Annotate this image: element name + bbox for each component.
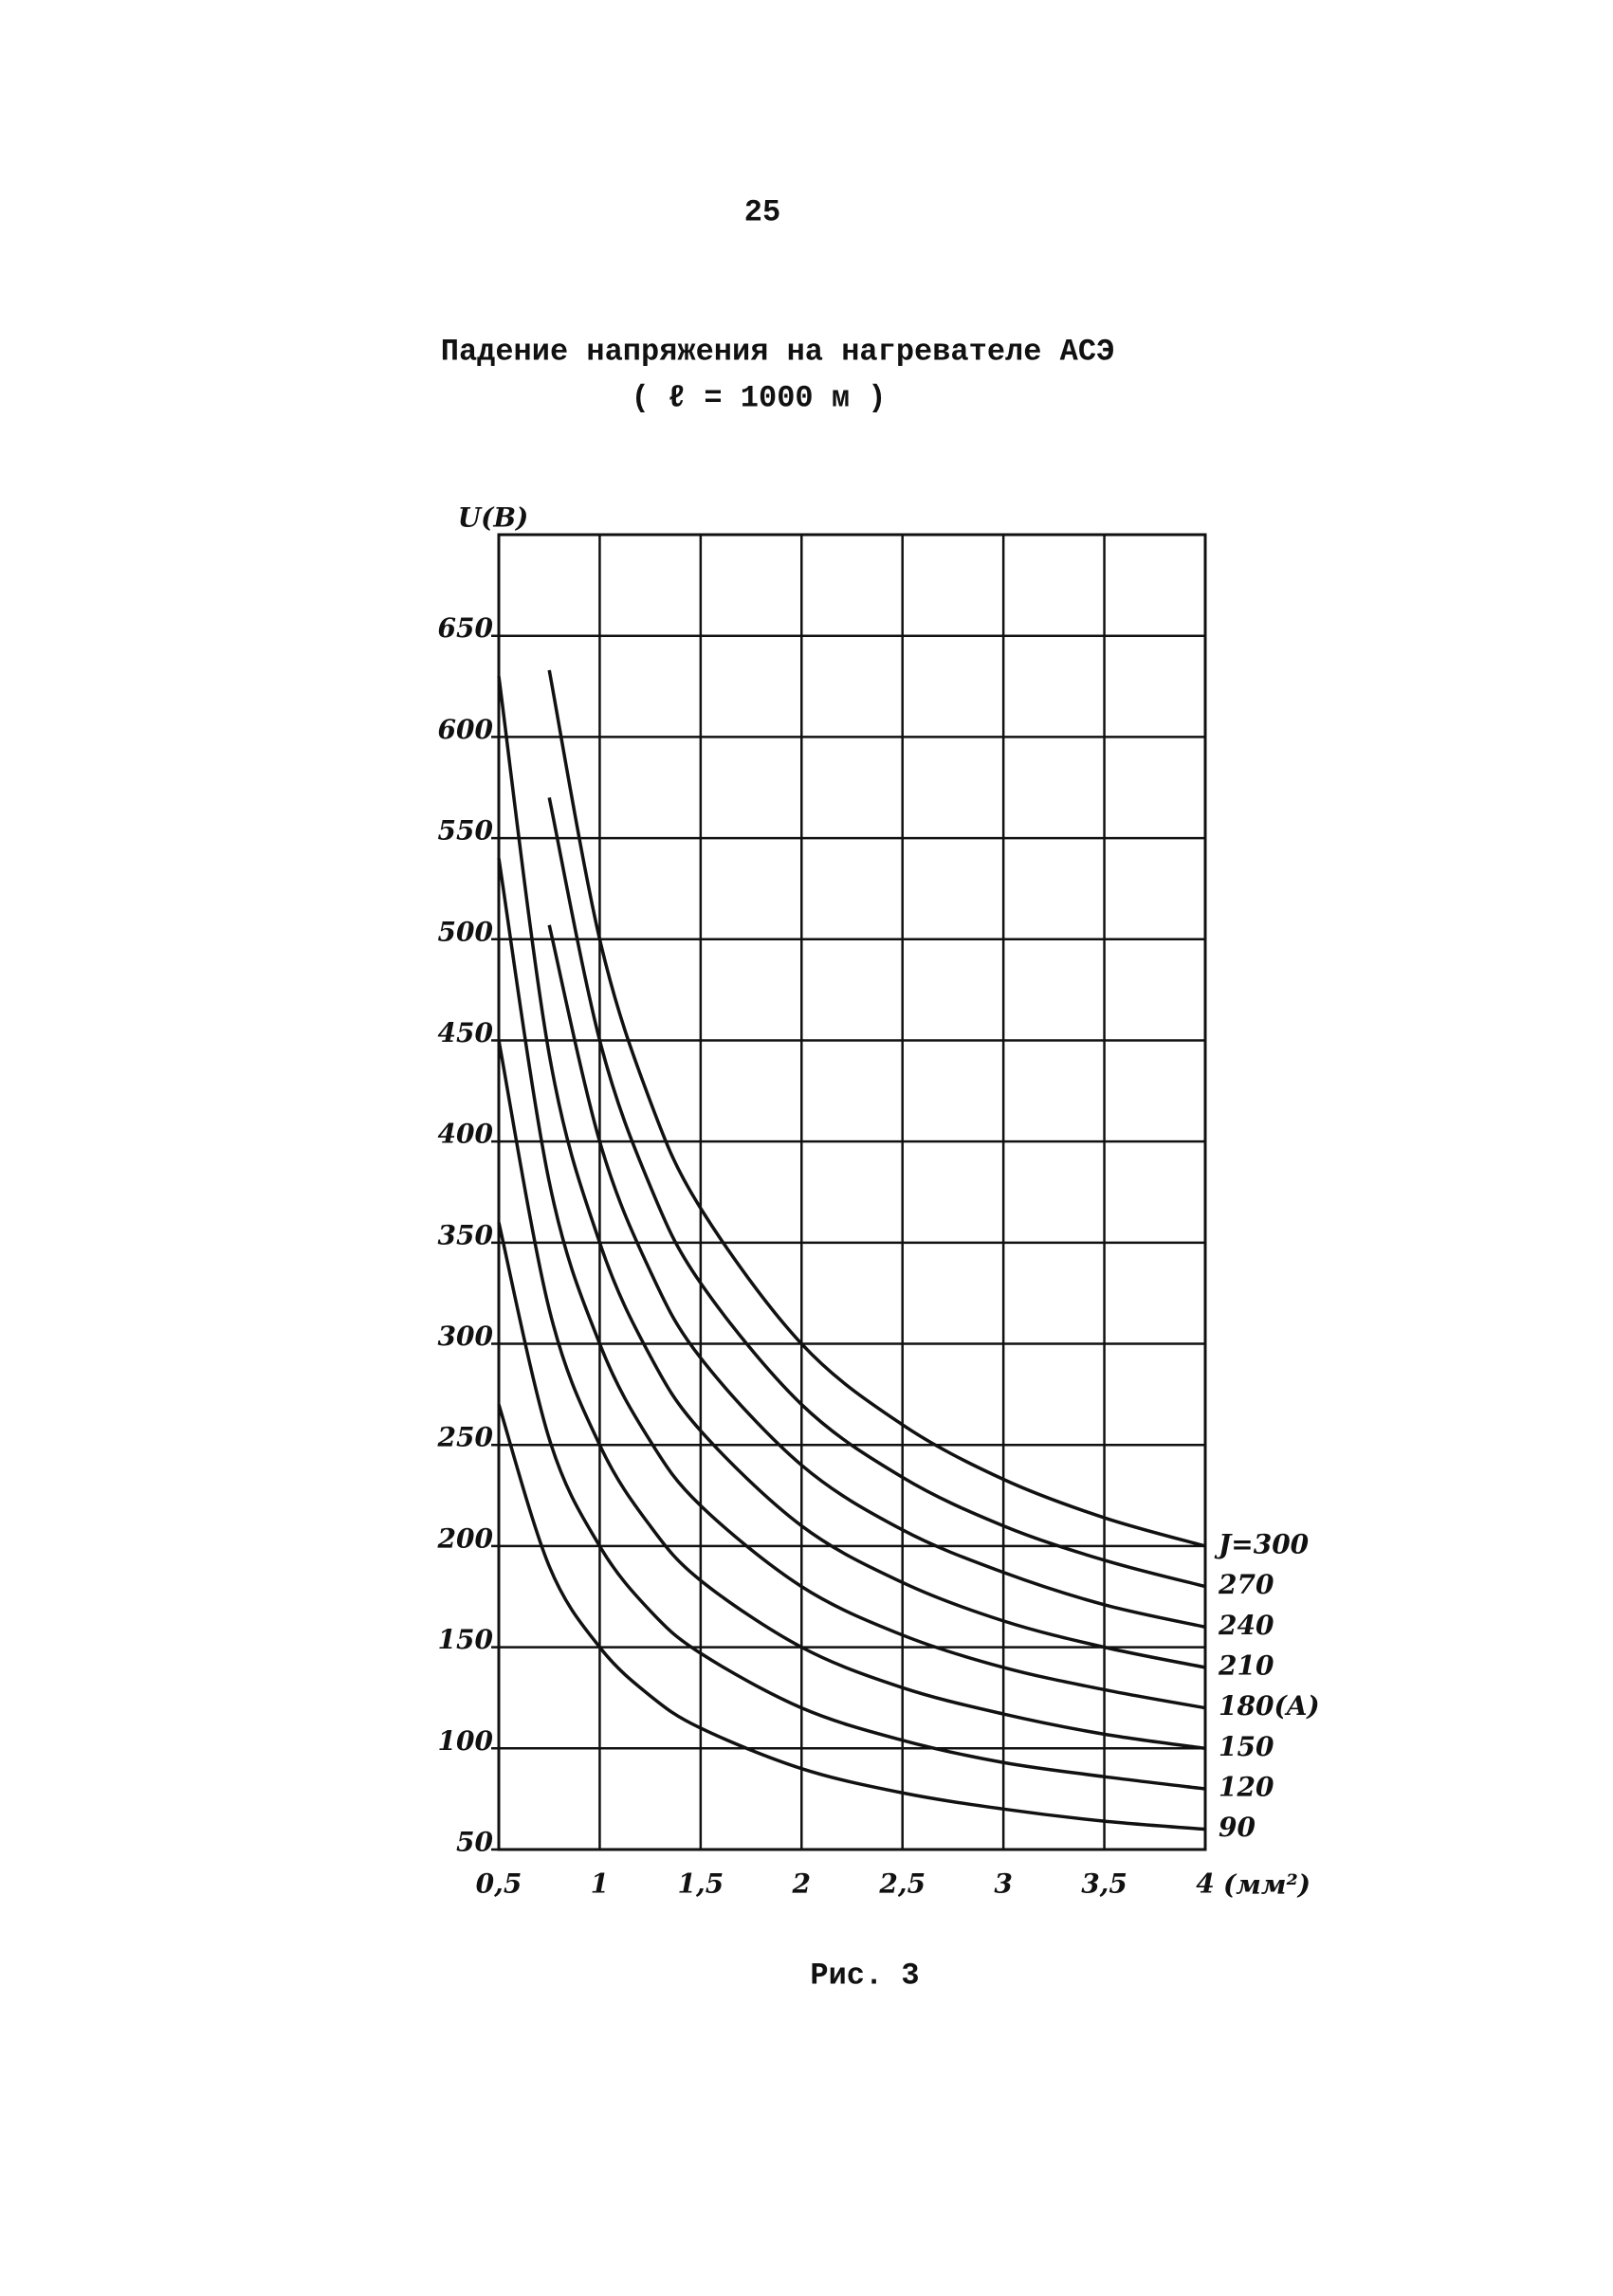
y-tick-label: 50 xyxy=(456,1827,493,1858)
curve xyxy=(497,1222,1206,1791)
curve-label: J=300 xyxy=(1214,1528,1310,1559)
y-tick-label: 650 xyxy=(438,612,494,644)
y-axis-label: U(B) xyxy=(458,502,529,534)
curve xyxy=(497,1040,1206,1751)
x-tick-label: 0,5 xyxy=(476,1868,522,1900)
chart-subtitle: ( ℓ = 1000 м ) xyxy=(632,380,887,415)
x-tick-label: 3 xyxy=(994,1868,1012,1900)
caption: Рис. 3 xyxy=(810,1958,919,1993)
y-tick-label: 300 xyxy=(438,1321,494,1352)
y-tick-label: 250 xyxy=(437,1422,494,1453)
x-tick-label: 3,5 xyxy=(1081,1868,1127,1900)
x-axis-label: (мм²) xyxy=(1223,1869,1311,1901)
y-tick-label: 550 xyxy=(438,815,494,847)
curve-label: 120 xyxy=(1219,1771,1274,1802)
curve-label: 270 xyxy=(1218,1569,1274,1600)
chart-title: Падение напряжения на нагревателе АСЭ xyxy=(441,334,1115,369)
curve-label: 150 xyxy=(1219,1731,1274,1762)
x-tick-label: 2 xyxy=(792,1868,811,1900)
y-tick-label: 400 xyxy=(438,1119,494,1150)
page-number: 25 xyxy=(744,194,780,229)
x-tick-label: 4 xyxy=(1196,1868,1214,1900)
curve xyxy=(497,676,1206,1669)
x-tick-label: 1,5 xyxy=(677,1868,724,1900)
curve-label: 90 xyxy=(1219,1812,1256,1843)
y-tick-label: 450 xyxy=(438,1017,494,1048)
x-tick-label: 1 xyxy=(591,1868,609,1900)
curve xyxy=(497,1404,1206,1831)
curve xyxy=(547,924,1206,1629)
curve-label: 210 xyxy=(1218,1649,1274,1681)
y-tick-label: 500 xyxy=(438,916,494,947)
curve-label: 180(A) xyxy=(1219,1690,1320,1722)
x-tick-label: 2,5 xyxy=(878,1868,926,1900)
curve-label: 240 xyxy=(1218,1610,1274,1641)
curve xyxy=(547,797,1206,1589)
y-tick-label: 100 xyxy=(438,1725,494,1757)
y-tick-label: 350 xyxy=(438,1219,494,1250)
curve xyxy=(547,669,1206,1548)
y-tick-label: 600 xyxy=(438,714,494,745)
y-tick-label: 150 xyxy=(438,1624,494,1655)
curve xyxy=(497,858,1206,1710)
y-tick-label: 200 xyxy=(437,1522,494,1554)
